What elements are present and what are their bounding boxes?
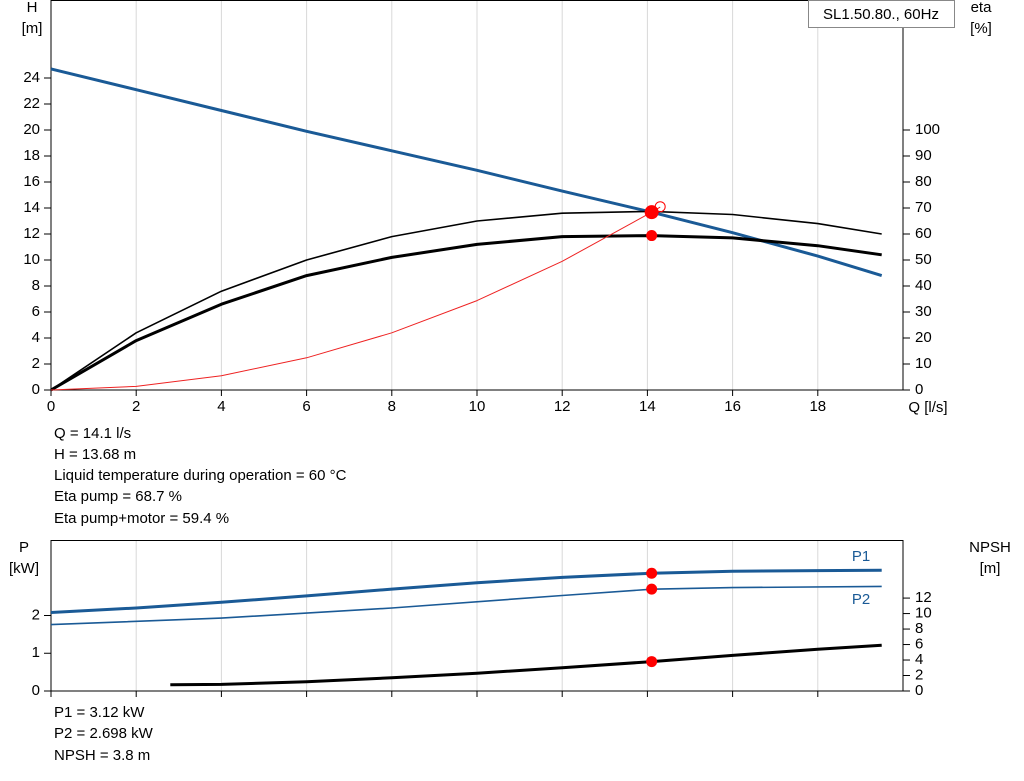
operating-point — [646, 567, 658, 579]
y-tick-label: 18 — [23, 147, 40, 164]
y-axis-label: [kW] — [9, 560, 39, 577]
y-tick-label: 12 — [23, 225, 40, 242]
y2-axis-label: NPSH — [969, 539, 1011, 556]
y2-tick-label: 2 — [915, 666, 923, 683]
operating-point — [646, 583, 658, 595]
y-tick-label: 1 — [32, 644, 40, 661]
title-box — [808, 0, 955, 28]
y-tick-label: 0 — [32, 381, 40, 398]
y-tick-label: 8 — [32, 277, 40, 294]
operating-info: NPSH = 3.8 m — [54, 747, 150, 764]
legend-label: P1 — [852, 548, 870, 565]
y-tick-label: 4 — [32, 329, 40, 346]
y2-tick-label: 10 — [915, 355, 932, 372]
curve — [50, 568, 882, 614]
operating-info: P2 = 2.698 kW — [54, 725, 154, 742]
x-tick-label: 18 — [809, 398, 826, 415]
y-axis-label: H — [27, 0, 38, 16]
y2-tick-label: 10 — [915, 605, 932, 622]
operating-info: Eta pump = 68.7 % — [54, 488, 182, 505]
curve — [170, 643, 882, 687]
operating-point — [654, 201, 666, 213]
y2-tick-label: 4 — [915, 651, 923, 668]
y2-tick-label: 12 — [915, 589, 932, 606]
y-tick-label: 16 — [23, 173, 40, 190]
y2-tick-label: 100 — [915, 121, 940, 138]
x-tick-label: 0 — [47, 398, 55, 415]
y-tick-label: 0 — [32, 682, 40, 699]
y-axis-label: [m] — [22, 20, 43, 37]
y2-tick-label: 80 — [915, 173, 932, 190]
operating-point — [644, 205, 659, 220]
x-tick-label: 12 — [554, 398, 571, 415]
y2-tick-label: 50 — [915, 251, 932, 268]
y2-axis-label: [m] — [980, 560, 1001, 577]
y2-tick-label: 40 — [915, 277, 932, 294]
x-tick-label: 6 — [302, 398, 310, 415]
operating-info: H = 13.68 m — [54, 446, 136, 463]
x-tick-label: 14 — [639, 398, 656, 415]
y-tick-label: 22 — [23, 95, 40, 112]
operating-info: Q = 14.1 l/s — [54, 425, 131, 442]
y-tick-label: 24 — [23, 69, 40, 86]
y-tick-label: 14 — [23, 199, 40, 216]
y2-tick-label: 8 — [915, 620, 923, 637]
y-axis-label: P — [19, 539, 29, 556]
y-tick-label: 6 — [32, 303, 40, 320]
y2-tick-label: 30 — [915, 303, 932, 320]
operating-point — [646, 656, 658, 668]
curve — [50, 206, 661, 391]
y2-tick-label: 90 — [915, 147, 932, 164]
y-tick-label: 10 — [23, 251, 40, 268]
operating-info: Eta pump+motor = 59.4 % — [54, 510, 229, 527]
y-tick-label: 2 — [32, 355, 40, 372]
curve — [50, 585, 882, 626]
y2-tick-label: 60 — [915, 225, 932, 242]
y2-axis-label: eta — [971, 0, 993, 16]
x-tick-label: 4 — [217, 398, 225, 415]
operating-point — [646, 230, 658, 242]
x-axis-label: Q [l/s] — [908, 399, 947, 416]
operating-info: Liquid temperature during operation = 60… — [54, 467, 347, 484]
curve — [50, 210, 882, 391]
y2-tick-label: 0 — [915, 682, 923, 699]
operating-info: P1 = 3.12 kW — [54, 704, 145, 721]
x-tick-label: 10 — [469, 398, 486, 415]
chart-title: SL1.50.80., 60Hz — [823, 6, 939, 23]
y2-tick-label: 0 — [915, 381, 923, 398]
y2-tick-label: 6 — [915, 636, 923, 653]
curve — [50, 234, 882, 392]
x-tick-label: 8 — [388, 398, 396, 415]
y2-tick-label: 20 — [915, 329, 932, 346]
y-tick-label: 20 — [23, 121, 40, 138]
y-tick-label: 2 — [32, 606, 40, 623]
y2-tick-label: 70 — [915, 199, 932, 216]
x-tick-label: 2 — [132, 398, 140, 415]
y2-axis-label: [%] — [970, 20, 992, 37]
x-tick-label: 16 — [724, 398, 741, 415]
legend-label: P2 — [852, 591, 870, 608]
